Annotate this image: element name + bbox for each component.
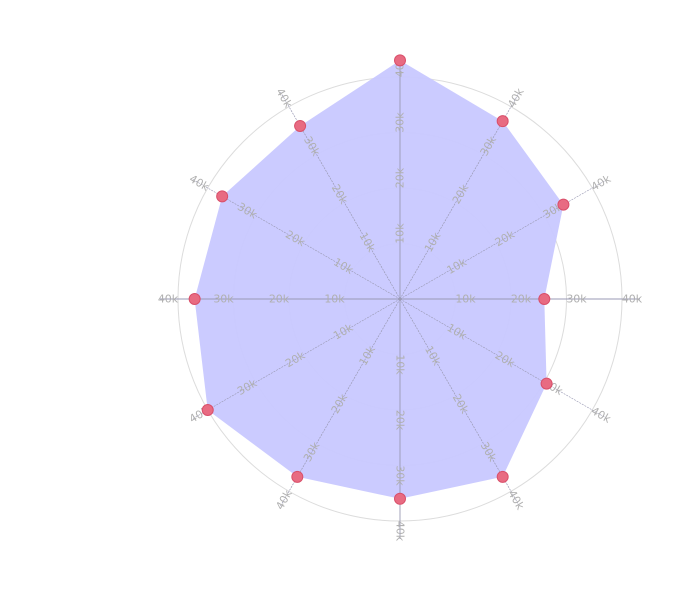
spoke-8	[191, 298, 401, 420]
tick-label-1-40k: 40k	[505, 85, 527, 110]
data-point-11[interactable]	[294, 119, 307, 132]
tick-label-9-10k: 10k	[324, 293, 345, 306]
tick-label-9-20k: 20k	[269, 293, 290, 306]
data-point-3[interactable]	[538, 293, 551, 305]
radar-points	[188, 54, 570, 505]
tick-label-3-10k: 10k	[455, 293, 476, 306]
spoke-4	[399, 298, 609, 420]
radar-area-layer	[194, 60, 564, 499]
tick-label-7-40k: 40k	[273, 487, 295, 512]
tick-label-3-40k: 40k	[622, 293, 643, 306]
tick-label-3-20k: 20k	[511, 293, 532, 306]
tick-label-6-40k: 40k	[394, 521, 407, 542]
tick-label-6-10k: 10k	[394, 354, 407, 375]
tick-label-9-40k: 40k	[158, 293, 179, 306]
data-point-5[interactable]	[496, 470, 509, 483]
tick-label-11-40k: 40k	[273, 86, 295, 111]
data-point-4[interactable]	[540, 377, 553, 390]
data-point-7[interactable]	[291, 470, 304, 483]
data-point-8[interactable]	[201, 404, 214, 416]
tick-label-10-40k: 40k	[187, 172, 212, 194]
data-point-0[interactable]	[394, 54, 406, 67]
tick-label-9-30k: 30k	[213, 293, 234, 306]
tick-label-5-40k: 40k	[505, 488, 527, 513]
tick-label-4-40k: 40k	[589, 404, 614, 426]
tick-label-0-20k: 20k	[394, 167, 407, 188]
data-point-1[interactable]	[496, 115, 509, 128]
data-point-10[interactable]	[216, 190, 229, 203]
spoke-2	[399, 178, 609, 300]
data-point-2[interactable]	[557, 198, 570, 211]
tick-label-3-30k: 30k	[566, 293, 587, 306]
tick-label-2-40k: 40k	[589, 172, 614, 194]
tick-label-0-10k: 10k	[394, 223, 407, 244]
tick-label-6-20k: 20k	[394, 410, 407, 431]
data-point-6[interactable]	[394, 492, 406, 505]
tick-label-0-30k: 30k	[394, 112, 407, 133]
radar-area	[194, 60, 564, 499]
data-point-9[interactable]	[188, 293, 201, 305]
tick-label-6-30k: 30k	[394, 465, 407, 486]
